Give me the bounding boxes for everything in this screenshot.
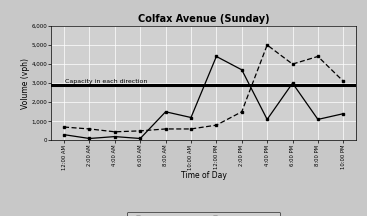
Legend: Eastbound Split, Westbound Split: Eastbound Split, Westbound Split: [127, 212, 280, 216]
Title: Colfax Avenue (Sunday): Colfax Avenue (Sunday): [138, 14, 269, 24]
Y-axis label: Volume (vph): Volume (vph): [21, 58, 30, 109]
Text: Capacity in each direction: Capacity in each direction: [65, 79, 148, 84]
X-axis label: Time of Day: Time of Day: [181, 171, 226, 180]
